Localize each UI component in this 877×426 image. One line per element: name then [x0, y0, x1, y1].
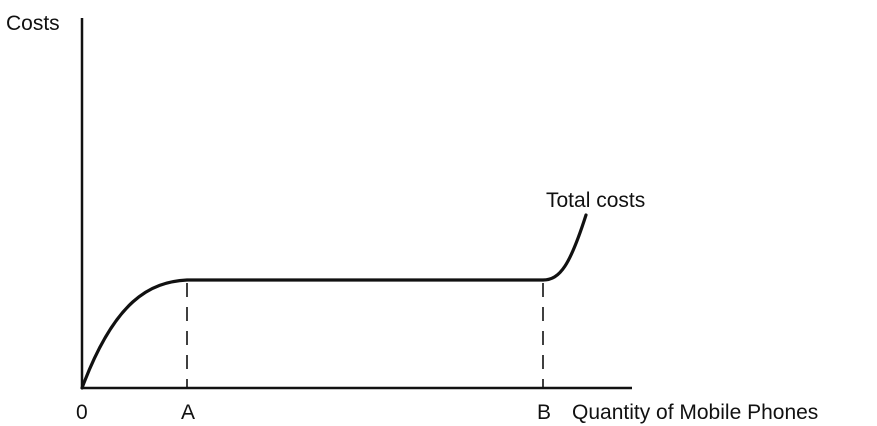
total-costs-curve — [80, 213, 588, 390]
x-tick-label-0: 0 — [76, 401, 88, 424]
series-label-total-costs: Total costs — [546, 189, 645, 212]
x-tick-label-b: B — [537, 401, 551, 424]
y-axis-label: Costs — [6, 12, 60, 35]
x-axis-label: Quantity of Mobile Phones — [572, 401, 818, 424]
x-tick-label-a: A — [181, 401, 195, 424]
